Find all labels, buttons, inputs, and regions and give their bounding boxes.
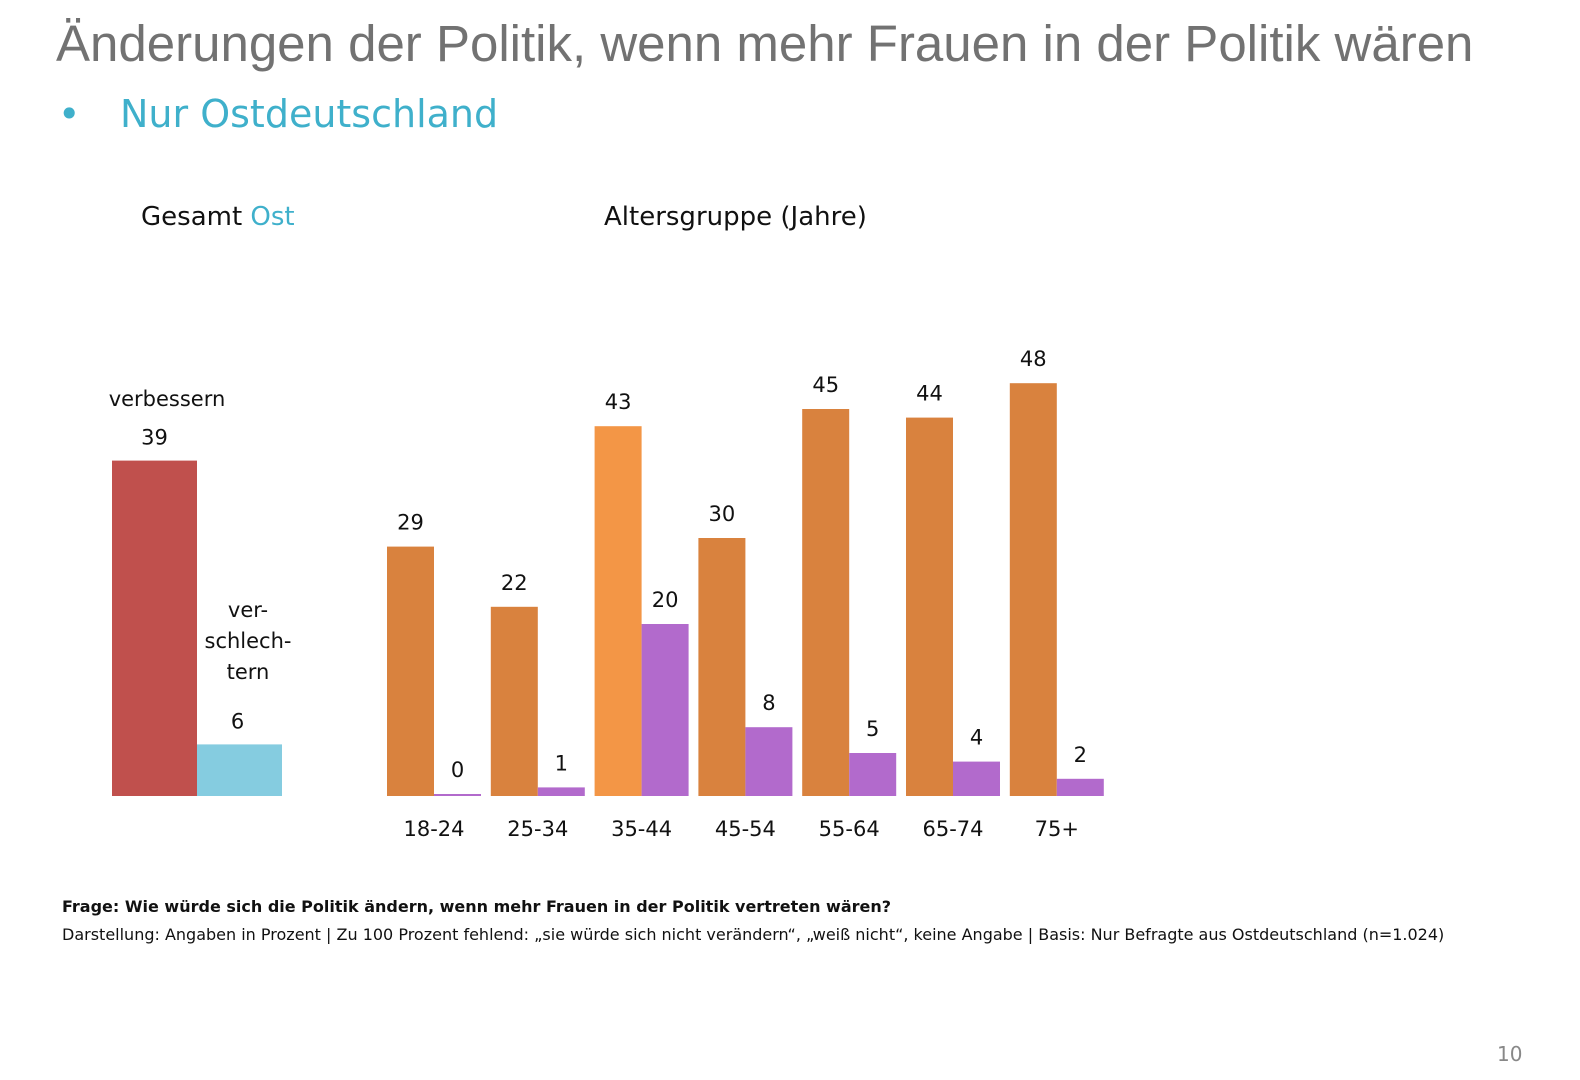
slide-title: Änderungen der Politik, wenn mehr Frauen… [56,15,1474,72]
data-label-verschlechtern-35-44: 20 [652,588,679,612]
data-label-verbessern-75+: 48 [1020,347,1047,371]
bar-verbessern-25-34 [490,606,538,796]
bar-verbessern-65-74 [906,417,953,796]
bar-verschlechtern-18-24 [434,794,481,796]
data-label-verbessern-35-44: 43 [605,390,632,414]
x-tick-label-18-24: 18-24 [403,817,464,841]
bar-verbessern-55-64 [802,409,850,796]
category-label-verschlechtern-line-2: schlech- [205,629,292,653]
x-tick-label-25-34: 25-34 [507,817,568,841]
footnote-question: Frage: Wie würde sich die Politik ändern… [62,897,892,916]
data-label-total-verschlechtern: 6 [231,709,244,733]
bar-verschlechtern-45-54 [745,727,793,796]
category-label-verbessern: verbessern [109,387,226,411]
total-section-title: Gesamt Ost [141,202,295,232]
data-label-verschlechtern-55-64: 5 [866,717,879,741]
data-label-verschlechtern-25-34: 1 [555,751,568,775]
data-label-verbessern-25-34: 22 [501,571,528,595]
data-label-verschlechtern-75+: 2 [1074,743,1087,767]
bar-verbessern-45-54 [698,538,746,796]
age-chart: 29 0 18-24 22 1 25-34 43 20 35-44 30 8 45-54 45 5 55-6… [387,347,1104,841]
age-section-title: Altersgruppe (Jahre) [604,202,867,232]
bar-verschlechtern-25-34 [537,787,585,796]
bar-verschlechtern-55-64 [849,753,897,796]
subtitle-text: Nur Ostdeutschland [120,92,499,136]
subtitle-bullet: • Nur Ostdeutschland [58,92,498,136]
page-number: 10 [1497,1042,1523,1066]
x-tick-label-55-64: 55-64 [819,817,880,841]
data-label-verbessern-65-74: 44 [916,382,943,406]
total-chart: 39 6 verbessern ver-schlech-tern [109,387,292,796]
data-label-verbessern-18-24: 29 [397,511,424,535]
footnote-details: Darstellung: Angaben in Prozent | Zu 100… [62,925,1445,944]
bar-total-verbessern [112,460,197,796]
bullet-icon: • [58,92,81,136]
data-label-verschlechtern-18-24: 0 [451,758,464,782]
category-label-verschlechtern-line-1: ver- [228,598,268,622]
data-label-verschlechtern-45-54: 8 [762,691,775,715]
bar-verbessern-75+ [1009,383,1057,796]
bar-verschlechtern-35-44 [641,624,689,796]
data-label-verbessern-55-64: 45 [812,373,839,397]
bar-total-verschlechtern [197,744,282,796]
bar-verschlechtern-65-74 [953,761,1000,796]
x-tick-label-35-44: 35-44 [611,817,672,841]
data-label-verschlechtern-65-74: 4 [970,726,983,750]
data-label-verbessern-45-54: 30 [709,502,736,526]
data-label-total-verbessern: 39 [141,426,168,450]
total-accent-label: Ost [250,202,295,232]
bar-verschlechtern-75+ [1056,778,1104,796]
x-tick-label-75+: 75+ [1035,817,1079,841]
x-tick-label-65-74: 65-74 [922,817,983,841]
category-label-verschlechtern-line-3: tern [227,660,270,684]
total-label: Gesamt [141,202,243,232]
bar-verbessern-35-44 [594,426,642,796]
x-tick-label-45-54: 45-54 [715,817,776,841]
bar-verbessern-18-24 [387,546,434,796]
